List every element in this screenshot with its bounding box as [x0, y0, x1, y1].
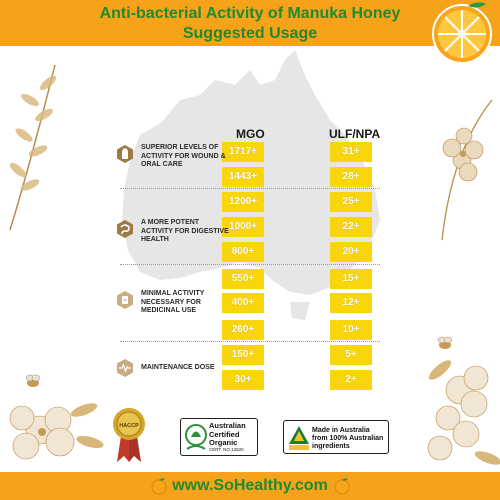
divider: [120, 341, 380, 342]
page-title: Anti-bacterial Activity of Manuka Honey: [99, 5, 401, 22]
ulf-cell: 20+: [330, 242, 372, 262]
madein-line3: ingredients: [312, 443, 350, 450]
category-digestive: A MORE POTENT ACTIVITY FOR DIGESTIVE HEA…: [115, 219, 229, 245]
decorative-flower-icon: [427, 360, 500, 465]
decorative-flower-icon: [9, 403, 104, 460]
ulf-column: 31+ 28+ 25+ 22+ 20+ 15+ 12+ 10+ 5+ 2+: [330, 140, 372, 392]
ulf-cell: 22+: [330, 217, 372, 237]
aco-line3: Organic: [209, 438, 238, 447]
divider: [120, 188, 380, 189]
aco-leaf-icon: [185, 424, 207, 450]
mgo-cell: 800+: [222, 242, 264, 262]
mgo-cell: 550+: [222, 269, 264, 289]
mgo-cell: 1000+: [222, 217, 264, 237]
medicine-icon: [117, 291, 133, 309]
category-maintenance: MAINTENANCE DOSE: [115, 358, 229, 378]
digestive-icon: [117, 220, 133, 238]
ulf-cell: 31+: [330, 142, 372, 162]
ulf-cell: 2+: [330, 370, 372, 390]
mgo-cell: 150+: [222, 345, 264, 365]
ulf-cell: 28+: [330, 167, 372, 187]
category-medicinal: MINIMAL ACTIVITY NECESSARY FOR MEDICINAL…: [115, 290, 229, 316]
divider: [120, 264, 380, 265]
mgo-cell: 1443+: [222, 167, 264, 187]
category-label: SUPERIOR LEVELS OF ACTIVITY FOR WOUND & …: [141, 144, 226, 168]
heartbeat-icon: [117, 359, 133, 377]
haccp-label: HACCP: [119, 423, 139, 429]
orange-icon: [334, 478, 350, 495]
ulf-cell: 12+: [330, 293, 372, 313]
bee-icon: [25, 374, 41, 387]
decorative-flower-icon: [441, 99, 493, 241]
kangaroo-triangle-icon: [289, 426, 309, 450]
ulf-cell: 5+: [330, 345, 372, 365]
page-subtitle: Suggested Usage: [182, 25, 318, 42]
category-wound-oral: SUPERIOR LEVELS OF ACTIVITY FOR WOUND & …: [115, 144, 229, 170]
mgo-header: MGO: [236, 127, 265, 141]
orange-slice-icon: [432, 2, 492, 64]
category-label: A MORE POTENT ACTIVITY FOR DIGESTIVE HEA…: [141, 219, 229, 243]
aco-badge: Australian Certified Organic CERT. NO 12…: [180, 418, 258, 456]
madein-line1: Made in Australia: [312, 427, 370, 434]
aco-cert-number: CERT. NO 12520: [209, 447, 244, 452]
category-label: MINIMAL ACTIVITY NECESSARY FOR MEDICINAL…: [141, 290, 205, 314]
decorative-branch-icon: [9, 64, 57, 231]
mgo-cell: 1200+: [222, 192, 264, 212]
bee-icon: [437, 336, 453, 349]
ulf-cell: 10+: [330, 320, 372, 340]
mgo-cell: 1717+: [222, 142, 264, 162]
medicine-bottle-icon: [117, 145, 133, 163]
madein-line2: from 100% Australian: [312, 435, 384, 442]
category-label: MAINTENANCE DOSE: [141, 364, 215, 371]
made-in-australia-badge: Made in Australia from 100% Australian i…: [283, 420, 389, 454]
website-link[interactable]: www.SoHealthy.com: [172, 477, 328, 494]
header-bar: Anti-bacterial Activity of Manuka Honey …: [0, 0, 500, 46]
ulf-cell: 25+: [330, 192, 372, 212]
haccp-badge: HACCP: [113, 408, 145, 462]
mgo-cell: 30+: [222, 370, 264, 390]
footer-bar: www.SoHealthy.com: [0, 472, 500, 500]
mgo-cell: 400+: [222, 293, 264, 313]
ulf-cell: 15+: [330, 269, 372, 289]
mgo-cell: 260+: [222, 320, 264, 340]
aco-line2: Certified: [209, 429, 240, 439]
mgo-column: 1717+ 1443+ 1200+ 1000+ 800+ 550+ 400+ 2…: [222, 140, 264, 392]
orange-icon: [151, 478, 167, 495]
ulf-header: ULF/NPA: [329, 127, 381, 141]
aco-line1: Australian: [209, 421, 246, 430]
